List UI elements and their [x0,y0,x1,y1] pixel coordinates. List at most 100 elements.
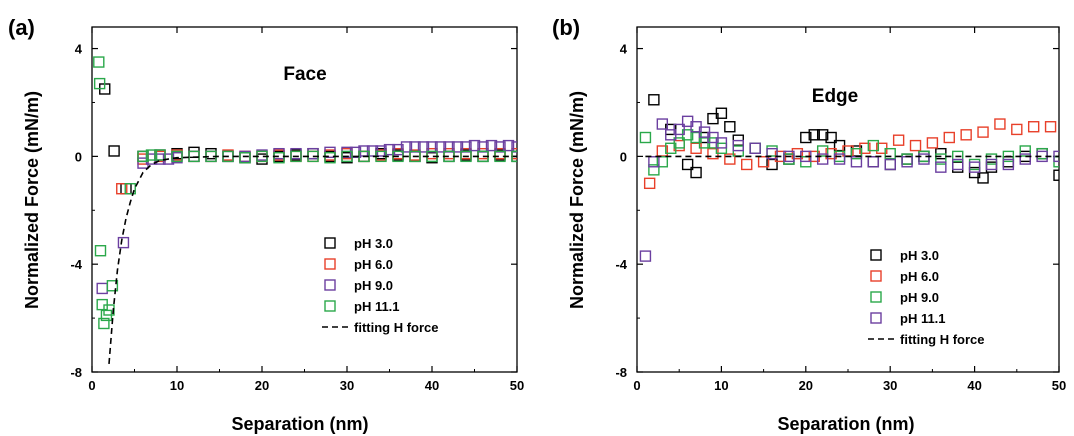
data-point [909,139,922,152]
legend-label: pH 11.1 [900,311,946,326]
data-point [867,156,880,168]
data-point [977,126,989,138]
data-point [656,156,669,168]
data-point [485,139,498,152]
data-point [273,152,285,164]
y-tick-label: -4 [615,257,627,272]
data-point [977,172,989,184]
data-point [901,153,913,165]
data-point [324,152,336,164]
data-point [98,317,110,330]
data-point [749,142,761,154]
legend-marker [870,312,882,324]
panel-b-title: Edge [812,86,858,107]
data-point [766,158,778,171]
data-point [117,236,130,249]
data-point [1019,145,1031,157]
panel-b: (b) Edge 0 10 20 30 40 50 -8 -4 0 4 Separation (nm) N… [552,15,1066,434]
panel-a-label: (a) [8,15,35,40]
data-point [358,150,370,163]
data-point [451,141,464,153]
data-point [1011,123,1023,136]
x-tick-label: 0 [88,378,95,393]
data-point [884,147,896,160]
data-point [93,56,105,68]
data-point [648,94,660,106]
data-point [468,139,481,152]
legend-label: pH 6.0 [900,269,939,284]
data-point [639,250,652,262]
data-point [434,141,447,153]
data-point [901,156,913,168]
data-point [1002,158,1015,171]
data-point [648,156,660,168]
data-point [926,137,939,149]
data-point [724,153,736,165]
data-point [968,161,981,173]
data-point [884,158,896,171]
legend-label: pH 3.0 [900,248,939,263]
legend-marker [324,237,336,249]
data-point [94,245,107,257]
data-point [171,150,183,163]
panel-b-x-axis-title: Separation (nm) [777,414,914,434]
data-point [648,164,660,176]
data-point [511,150,517,163]
data-point [639,131,652,144]
panel-a: (a) Face 0 10 20 30 40 50 -8 -4 0 4 Separation (nm) N… [8,15,524,434]
data-point [741,158,753,171]
data-point [108,145,120,157]
data-point [724,121,736,133]
legend-marker [870,291,882,303]
panel-b-plot-frame [636,26,1060,373]
data-point [256,153,268,165]
data-point [460,150,472,163]
y-tick-label: 0 [75,149,82,164]
data-point [656,118,669,130]
data-point [715,107,728,119]
data-point [116,183,128,195]
data-point [511,141,517,153]
data-point [800,131,812,144]
data-point [106,280,119,292]
data-point [673,123,685,136]
legend-marker [870,270,882,282]
data-point [290,150,302,163]
data-point [124,183,136,195]
panel-a-x-axis-title: Separation (nm) [231,414,368,434]
data-point [1053,150,1059,163]
data-point [656,145,669,157]
data-point [715,137,728,149]
data-point [154,149,166,161]
panel-b-y-axis-title: Normalized Force (mN/m) [567,91,587,309]
legend-marker [324,258,336,270]
data-point [985,158,998,171]
x-tick-label: 0 [633,378,640,393]
y-tick-label: -4 [70,257,82,272]
data-point [816,145,829,157]
legend-label: pH 9.0 [354,278,393,293]
x-tick-label: 40 [967,378,981,393]
data-point [96,282,108,295]
data-point [783,150,795,163]
data-point [137,157,149,169]
x-tick-label: 10 [714,378,728,393]
x-tick-label: 30 [883,378,897,393]
data-point [1044,121,1057,133]
data-point [1002,150,1015,163]
data-point [690,166,702,179]
y-tick-label: 4 [75,42,83,57]
data-point [867,156,880,168]
panel-b-label: (b) [552,15,580,40]
data-point [918,153,930,165]
y-tick-label: -8 [70,365,82,380]
fit-line-h-force [108,155,517,364]
data-point [816,129,829,141]
data-point [935,153,947,165]
data-point [960,129,972,141]
data-point [145,149,158,161]
data-point [994,118,1006,130]
data-point [120,183,132,195]
data-point [935,161,947,173]
data-point [901,153,913,165]
